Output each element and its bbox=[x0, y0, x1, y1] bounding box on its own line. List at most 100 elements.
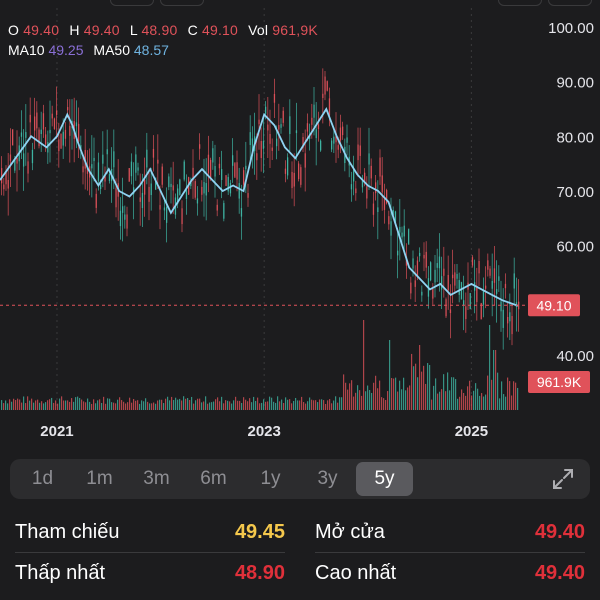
toolbar-button[interactable] bbox=[110, 0, 154, 6]
volume-bar bbox=[409, 385, 411, 410]
high-stat-label: Cao nhất bbox=[315, 561, 397, 584]
volume-bar bbox=[115, 403, 117, 410]
candle-body bbox=[179, 179, 181, 195]
volume-bar bbox=[141, 400, 143, 410]
range-button-3m[interactable]: 3m bbox=[143, 468, 170, 489]
volume-bar bbox=[269, 396, 271, 410]
range-button-6m[interactable]: 6m bbox=[200, 468, 227, 489]
candle-body bbox=[372, 203, 375, 215]
candle-body bbox=[399, 226, 401, 233]
candle-body bbox=[185, 190, 188, 199]
candle-body bbox=[1, 168, 3, 184]
toolbar-button[interactable] bbox=[160, 0, 204, 6]
candle-body bbox=[359, 145, 361, 156]
volume-bar bbox=[437, 393, 439, 410]
candle-body bbox=[513, 273, 515, 289]
range-button-1d[interactable]: 1d bbox=[31, 468, 54, 489]
low-value: 48.90 bbox=[141, 22, 178, 38]
volume-bar bbox=[347, 389, 349, 410]
candle-body bbox=[146, 149, 148, 168]
candle-body bbox=[31, 149, 34, 164]
volume-bar bbox=[79, 398, 81, 410]
range-button-1m[interactable]: 1m bbox=[86, 468, 113, 489]
range-button-3y[interactable]: 3y bbox=[317, 468, 338, 489]
candle-body bbox=[278, 125, 280, 130]
volume-bar bbox=[401, 389, 403, 410]
price-chart[interactable]: 100.00 90.00 80.00 70.00 60.00 40.00 2021 2023… bbox=[0, 0, 600, 450]
candle-body bbox=[456, 274, 458, 279]
volume-bar bbox=[227, 400, 229, 410]
volume-bar bbox=[257, 397, 259, 410]
candle-body bbox=[128, 168, 130, 182]
volume-bar bbox=[489, 325, 491, 410]
volume-bar bbox=[261, 402, 263, 410]
current-price-tag bbox=[528, 294, 580, 317]
volume-bar bbox=[85, 402, 87, 410]
volume-bar bbox=[371, 392, 373, 410]
volume-bar bbox=[315, 400, 317, 410]
volume-bar bbox=[265, 401, 267, 410]
volume-bar bbox=[241, 402, 243, 410]
volume-bar bbox=[431, 399, 433, 410]
volume-bar bbox=[155, 403, 157, 410]
volume-bar bbox=[191, 396, 193, 410]
expand-icon[interactable] bbox=[550, 466, 576, 492]
volume-bar bbox=[341, 397, 343, 410]
x-tick-label: 2021 bbox=[40, 423, 73, 440]
high-stat-value: 49.40 bbox=[534, 561, 585, 584]
candle-body bbox=[504, 283, 507, 289]
volume-bar bbox=[53, 402, 55, 410]
volume-bar bbox=[393, 378, 395, 410]
candle-body bbox=[227, 177, 229, 192]
volume-bar bbox=[189, 399, 191, 410]
candle-body bbox=[489, 268, 491, 276]
toolbar-button[interactable] bbox=[548, 0, 592, 6]
candlesticks bbox=[1, 68, 520, 350]
volume-bar bbox=[97, 400, 99, 410]
volume-bar bbox=[281, 399, 283, 410]
volume-bar bbox=[83, 401, 85, 410]
candle-body bbox=[430, 262, 432, 281]
candle-body bbox=[130, 161, 133, 177]
volume-bar bbox=[105, 403, 107, 410]
candle-body bbox=[144, 179, 146, 195]
volume-bar bbox=[181, 400, 183, 410]
candle-body bbox=[322, 93, 324, 98]
volume-bar bbox=[313, 400, 315, 410]
volume-bar bbox=[133, 399, 135, 410]
stat-high: Cao nhất 49.40 bbox=[315, 557, 585, 589]
volume-bar bbox=[223, 403, 225, 410]
candle-body bbox=[100, 184, 102, 190]
volume-bar bbox=[199, 398, 201, 410]
volume-bar bbox=[17, 398, 19, 410]
volume-bar bbox=[123, 401, 125, 410]
toolbar-button[interactable] bbox=[498, 0, 542, 6]
volume-bar bbox=[203, 401, 205, 410]
volume-bar bbox=[87, 398, 89, 410]
candle-body bbox=[97, 162, 100, 181]
candle-body bbox=[487, 260, 489, 270]
volume-bar bbox=[349, 383, 351, 410]
candle-body bbox=[133, 187, 135, 195]
candle-body bbox=[500, 301, 502, 312]
volume-bar bbox=[107, 398, 109, 410]
candle-body bbox=[269, 134, 271, 144]
candle-body bbox=[289, 116, 291, 135]
volume-bar bbox=[109, 398, 111, 410]
volume-bar bbox=[167, 396, 169, 410]
candle-body bbox=[214, 166, 216, 177]
candle-body bbox=[34, 116, 36, 131]
volume-bar bbox=[195, 400, 197, 410]
candle-body bbox=[240, 208, 243, 217]
candle-body bbox=[392, 209, 394, 216]
volume-bar bbox=[151, 403, 153, 410]
volume-bar bbox=[487, 375, 489, 410]
volume-bar bbox=[407, 387, 409, 410]
range-button-5y[interactable]: 5y bbox=[356, 462, 413, 496]
candle-body bbox=[377, 207, 379, 213]
volume-bar bbox=[387, 391, 389, 410]
volume-bar bbox=[259, 403, 261, 410]
range-button-1y[interactable]: 1y bbox=[260, 468, 281, 489]
candle-body bbox=[141, 192, 144, 209]
candle-body bbox=[166, 206, 168, 223]
